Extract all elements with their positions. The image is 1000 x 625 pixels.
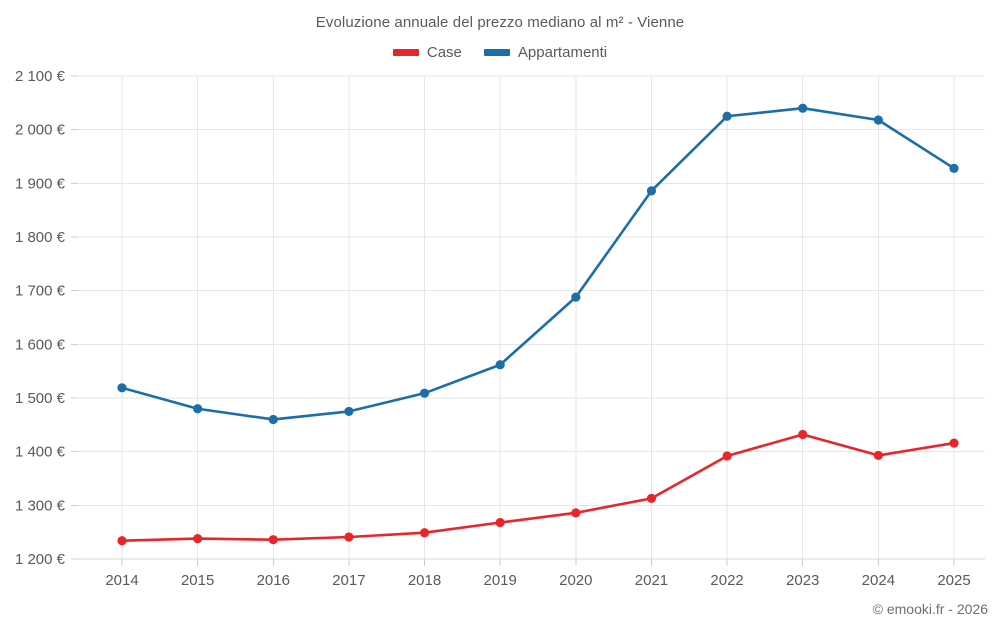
y-tick-label: 1 300 € [15, 497, 66, 514]
data-point-case-2015[interactable] [193, 534, 203, 544]
x-tick-label: 2023 [786, 572, 819, 589]
x-tick-label: 2017 [332, 572, 365, 589]
x-tick-label: 2020 [559, 572, 592, 589]
axis-lines [71, 75, 985, 566]
data-point-case-2018[interactable] [419, 528, 430, 538]
data-point-appartamenti-2018[interactable] [419, 388, 430, 398]
data-point-appartamenti-2022[interactable] [722, 111, 732, 121]
data-point-case-2014[interactable] [117, 536, 127, 546]
x-tick-label: 2015 [181, 572, 214, 589]
legend-swatch-case [392, 49, 419, 56]
data-point-appartamenti-2020[interactable] [571, 292, 581, 302]
series-line-case [120, 433, 956, 543]
legend-swatch-appartamenti [483, 49, 510, 56]
y-tick-label: 2 000 € [15, 122, 66, 139]
data-point-appartamenti-2024[interactable] [873, 115, 883, 125]
data-point-case-2019[interactable] [495, 517, 505, 528]
x-tick-label: 2025 [937, 572, 970, 589]
legend-item-case[interactable]: Case [392, 44, 462, 61]
y-tick-label: 2 100 € [15, 68, 66, 85]
data-point-case-2024[interactable] [873, 450, 883, 461]
y-tick-label: 1 900 € [15, 175, 66, 192]
data-point-appartamenti-2025[interactable] [949, 163, 959, 173]
chart-title: Evoluzione annuale del prezzo mediano al… [315, 14, 685, 31]
data-point-appartamenti-2016[interactable] [268, 414, 278, 425]
data-point-case-2025[interactable] [949, 438, 959, 448]
y-axis-tick-labels: 1 200 € 1 300 € 1 400 € 1 500 € 1 600 € 1 700… [15, 68, 66, 568]
data-point-appartamenti-2023[interactable] [798, 103, 808, 113]
y-tick-label: 1 600 € [15, 336, 66, 353]
x-tick-label: 2022 [710, 572, 743, 589]
data-point-appartamenti-2019[interactable] [495, 360, 505, 370]
data-point-case-2021[interactable] [646, 493, 657, 503]
x-tick-label: 2019 [483, 572, 516, 589]
data-point-case-2017[interactable] [344, 532, 354, 542]
credit-footer: © emooki.fr - 2026 [872, 601, 988, 617]
chart-legend: Case Appartamenti [0, 44, 1000, 61]
data-point-appartamenti-2017[interactable] [344, 406, 354, 417]
x-tick-label: 2024 [862, 572, 895, 589]
data-point-appartamenti-2021[interactable] [646, 186, 657, 196]
x-tick-label: 2018 [408, 572, 441, 589]
x-tick-label: 2014 [105, 572, 138, 589]
y-tick-label: 1 800 € [15, 229, 66, 246]
data-point-case-2020[interactable] [571, 508, 581, 518]
y-tick-label: 1 500 € [15, 390, 66, 407]
series-line-appartamenti [120, 106, 956, 421]
legend-item-appartamenti[interactable]: Appartamenti [483, 44, 608, 61]
x-tick-label: 2021 [635, 572, 668, 589]
grid-lines [78, 75, 985, 560]
data-point-case-2016[interactable] [268, 535, 278, 545]
legend-label-case: Case [426, 44, 462, 61]
y-tick-label: 1 200 € [15, 551, 66, 568]
data-point-case-2022[interactable] [722, 451, 732, 461]
y-tick-label: 1 700 € [15, 283, 66, 300]
data-point-appartamenti-2015[interactable] [193, 404, 203, 414]
legend-label-appartamenti: Appartamenti [517, 44, 608, 61]
y-tick-label: 1 400 € [15, 444, 66, 461]
x-tick-label: 2016 [257, 572, 290, 589]
data-point-case-2023[interactable] [798, 429, 808, 440]
x-axis-tick-labels: 2014 2015 2016 2017 2018 2019 2020 2021 2022 2023… [105, 572, 970, 589]
data-series-layer [117, 103, 959, 546]
data-point-appartamenti-2014[interactable] [117, 383, 127, 393]
